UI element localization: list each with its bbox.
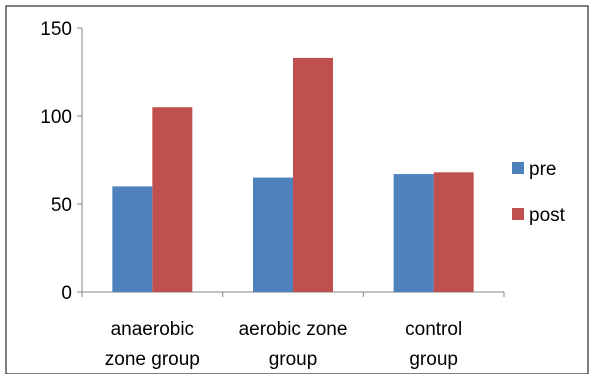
bar-pre-1 <box>253 177 293 292</box>
x-category-label: control <box>405 319 462 340</box>
y-tick-label: 100 <box>40 107 72 128</box>
bar-pre-2 <box>393 174 434 292</box>
x-category-label: group <box>409 349 458 370</box>
x-category-label: anaerobic <box>111 319 194 340</box>
y-tick-label: 150 <box>40 19 72 40</box>
legend-label-pre: pre <box>529 159 556 180</box>
x-category-label: zone group <box>105 349 200 370</box>
legend-swatch-post <box>512 208 524 220</box>
x-category-label: group <box>269 349 318 370</box>
plot-area: 0 50 100 150 anaerobic zone group aerobic zone… <box>40 19 505 370</box>
legend: pre post <box>512 159 566 226</box>
bar-pre-0 <box>112 186 153 292</box>
bar-post-0 <box>152 107 193 292</box>
legend-swatch-pre <box>512 162 524 174</box>
y-tick-label: 0 <box>61 283 72 304</box>
bar-post-1 <box>293 57 333 292</box>
y-tick-label: 50 <box>51 195 72 216</box>
bar-post-2 <box>433 172 474 292</box>
x-category-label: aerobic zone <box>239 319 348 340</box>
legend-label-post: post <box>529 205 566 226</box>
